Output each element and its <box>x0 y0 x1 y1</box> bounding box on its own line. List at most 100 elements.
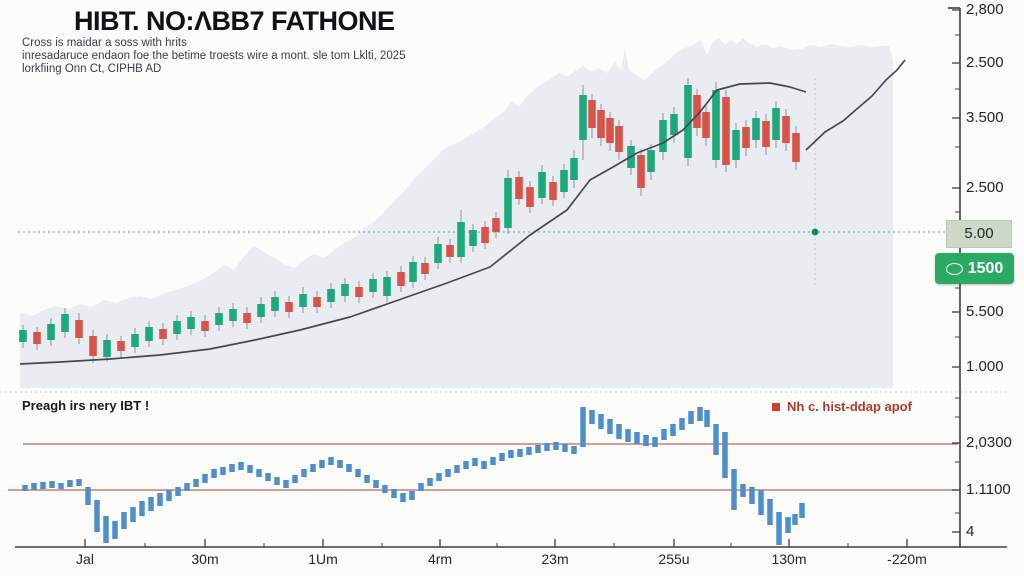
y-axis-label: 2.500 <box>966 54 1004 71</box>
candle-body <box>327 289 335 302</box>
histogram-bar <box>211 469 217 478</box>
histogram-bar <box>499 453 505 461</box>
histogram-bar <box>580 407 586 447</box>
candle-body <box>271 297 279 311</box>
histogram-bar <box>740 484 746 497</box>
chart-subtitle-line2: inresadaruce endaon foe the betime troes… <box>22 50 406 62</box>
candle-body <box>549 182 557 200</box>
x-axis-label: 130m <box>771 551 807 567</box>
x-axis-label: -220m <box>887 551 927 567</box>
candle-body <box>579 95 587 140</box>
histogram-bar <box>508 450 514 458</box>
histogram-bar <box>679 418 685 430</box>
histogram-bar <box>418 483 424 491</box>
candle-body <box>647 150 655 172</box>
candle-body <box>397 272 405 286</box>
candle-body <box>33 332 41 344</box>
histogram-bar <box>355 469 361 477</box>
candle-body <box>684 85 692 158</box>
histogram-bar <box>193 479 199 487</box>
histogram-bar <box>553 442 559 450</box>
histogram-bar <box>31 483 37 490</box>
histogram-bar <box>436 473 442 481</box>
histogram-bar <box>517 449 523 457</box>
candle-body <box>742 127 750 148</box>
y-axis-label: 5.500 <box>966 303 1004 320</box>
candle-body <box>131 334 139 347</box>
histogram-bar <box>40 482 46 489</box>
candle-body <box>504 178 512 228</box>
histogram-bar <box>391 489 397 498</box>
level-marker-dot <box>811 228 819 236</box>
histogram-bar <box>382 485 388 493</box>
histogram-bar <box>310 464 316 472</box>
level-price-label: 5.00 <box>946 220 1012 248</box>
histogram-bar <box>535 445 541 453</box>
histogram-bar <box>697 407 703 421</box>
candle-body <box>722 97 730 165</box>
histogram-bar <box>139 501 145 516</box>
candle-body <box>792 133 800 162</box>
candle-body <box>369 279 377 292</box>
histogram-bar <box>713 424 719 455</box>
candle-body <box>421 263 429 274</box>
histogram-bar <box>265 473 271 481</box>
candle-body <box>19 330 27 342</box>
x-axis-label: Jal <box>76 551 94 567</box>
candle-body <box>187 317 195 329</box>
candle-body <box>75 320 83 338</box>
badge-oval-icon <box>945 262 963 275</box>
histogram-bar <box>670 424 676 436</box>
moving-average-line <box>19 82 807 365</box>
histogram-bar <box>463 461 469 469</box>
histogram-bar <box>247 465 253 473</box>
candle-body <box>159 329 167 339</box>
candle-body <box>606 118 614 143</box>
candle-body <box>560 170 568 192</box>
candle-body <box>752 118 760 140</box>
candle-body <box>383 277 391 296</box>
histogram-bar <box>400 493 406 502</box>
chart-title: HIBT. NO:ΛBB7 FATHONE <box>74 6 395 36</box>
histogram-bar <box>328 457 334 465</box>
histogram-bar <box>274 477 280 485</box>
histogram-bar <box>346 464 352 472</box>
histogram-bar <box>49 481 55 488</box>
x-axis-label: 4rm <box>427 551 453 567</box>
legend-label: Nh c. hist-ddap apof <box>787 399 912 414</box>
forecast-line <box>805 59 906 151</box>
x-axis-label: 1Um <box>308 551 338 567</box>
histogram-bar <box>731 469 737 510</box>
histogram-bar <box>562 444 568 452</box>
y-axis-label: 1.1100 <box>966 481 1011 498</box>
candle-body <box>313 297 321 307</box>
histogram-bar <box>148 497 154 511</box>
y-axis-label: 2,800 <box>966 1 1004 18</box>
histogram-bar <box>652 437 658 447</box>
histogram-bar <box>749 487 755 504</box>
candle-body <box>285 302 293 312</box>
histogram-bar <box>229 464 235 472</box>
x-axis-label: 255u <box>658 551 690 567</box>
histogram-bar <box>634 432 640 444</box>
histogram-bar <box>490 457 496 465</box>
histogram-bar <box>94 500 100 532</box>
histogram-bar <box>58 483 64 489</box>
candle-body <box>492 218 500 232</box>
histogram-bar <box>598 414 604 429</box>
candle-body <box>782 116 790 143</box>
chart-subtitle-line1: Cross is maidar a soss with hrits <box>22 37 187 49</box>
histogram-bar <box>589 410 595 424</box>
candle-body <box>61 314 69 332</box>
histogram-bar <box>130 507 136 522</box>
histogram-bar <box>625 429 631 442</box>
candle-body <box>355 287 363 297</box>
candle-body <box>732 130 740 160</box>
histogram-bar <box>337 460 343 468</box>
candle-body <box>47 324 55 340</box>
histogram-bar <box>283 480 289 488</box>
badge-price-text: 1500 <box>967 259 1004 277</box>
candle-body <box>341 284 349 296</box>
